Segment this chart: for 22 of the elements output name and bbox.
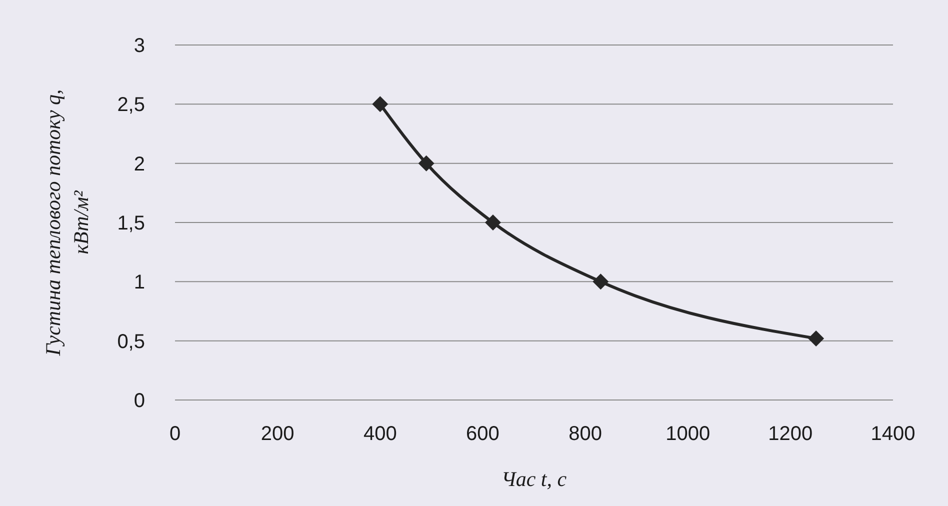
x-tick-label: 1200 [768,423,813,445]
y-tick-label: 0 [134,390,145,412]
point [484,214,501,230]
x-tick-label: 400 [363,423,397,445]
x-tick-label: 0 [169,423,181,445]
x-tick-label: 200 [260,423,294,445]
x-tick-label: 800 [568,423,602,445]
y-tick-label: 1,5 [117,212,145,234]
x-axis-title: Час t, с [501,467,568,491]
point [592,274,609,290]
y-tick-label: 3 [134,35,145,57]
x-tick-label: 600 [466,423,500,445]
y-tick-label: 2,5 [117,94,145,116]
x-tick-label: 1000 [666,423,710,445]
point [372,96,388,112]
point [808,330,824,346]
point [418,155,434,172]
y-axis-title: Густина теплового потоку q, кВт/м² [41,89,93,357]
y-tick-label: 0,5 [117,330,145,353]
y-tick-label: 1 [134,272,145,294]
x-tick-label: 1400 [870,423,916,445]
y-tick-label: 2 [134,153,145,176]
